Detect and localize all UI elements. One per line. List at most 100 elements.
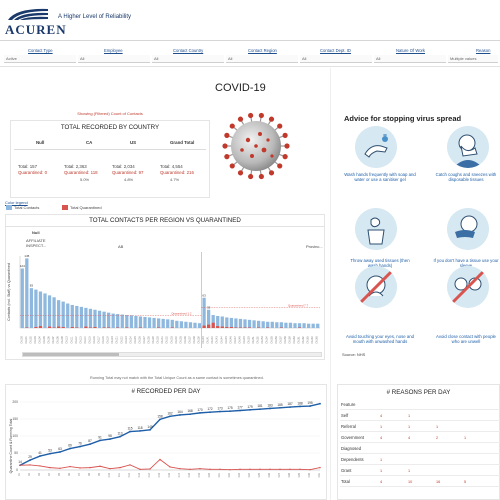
x-tick-label: CA159 <box>288 336 291 344</box>
x-tick-label: CA164 <box>311 336 314 344</box>
bar-total-contacts <box>107 312 111 328</box>
bar-total-contacts <box>75 305 79 328</box>
pct-ca: 5.0% <box>80 177 90 182</box>
reason-value: 4 <box>380 436 383 440</box>
filter-dropdown[interactable] <box>152 55 224 63</box>
bar-total-contacts <box>138 316 143 328</box>
x-tick-label: CA133 <box>170 336 173 344</box>
running-total-point <box>129 430 131 433</box>
bar-total-contacts <box>111 313 115 328</box>
x-tick-label: D30 <box>308 472 311 477</box>
advice-source: Source: NHS <box>342 352 366 357</box>
filter-reason[interactable]: Reason Multiple values <box>448 48 498 64</box>
virus-spike-tip <box>277 163 283 169</box>
color-legend-title[interactable]: Color legend <box>5 200 28 205</box>
legend-total-contacts[interactable]: Total Contacts <box>6 205 39 211</box>
x-tick-label: CA146 <box>229 336 232 344</box>
brand-tagline: A Higher Level of Reliability <box>58 14 132 20</box>
x-tick-label: CA120 <box>111 336 114 344</box>
contacts-chart-divider <box>5 226 325 227</box>
filter-dropdown[interactable] <box>300 55 372 63</box>
x-tick-label: CA132 <box>166 336 169 344</box>
x-tick-label: CA152 <box>257 336 260 344</box>
quarantine-count-point <box>99 465 101 467</box>
line-data-label: 29 <box>28 455 32 459</box>
quarantine-count-point <box>299 468 301 471</box>
x-tick-label: D25 <box>258 472 261 477</box>
quarantine-count-point <box>219 468 221 471</box>
running-total-point <box>59 451 61 453</box>
contacts-bar-chart: Contacts (incl. Staff) vs Quarantined CA1… <box>7 252 320 348</box>
chart-scrollbar[interactable] <box>22 352 322 357</box>
x-tick-label: CA103 <box>34 336 37 344</box>
x-tick-label: D9 <box>98 472 101 476</box>
running-total-point <box>209 411 211 414</box>
x-tick-label: CA165 <box>316 336 319 344</box>
filter-nature-of-work[interactable]: Nature Of Work All <box>374 48 446 64</box>
quarantine-count-point <box>249 468 251 471</box>
x-tick-label: CA116 <box>93 336 96 344</box>
total-ca: Total: 2,363 <box>64 164 87 169</box>
x-tick-label: CA154 <box>266 336 269 344</box>
x-tick-label: D19 <box>198 472 201 477</box>
x-tick-label: CA108 <box>57 336 60 344</box>
reason-value: 1 <box>380 469 383 473</box>
quarantine-count-point <box>29 464 31 466</box>
line-data-label: 63 <box>58 447 62 451</box>
running-total-point <box>79 445 81 448</box>
filter-dropdown[interactable] <box>78 55 150 63</box>
filter-contact-dept[interactable]: Contact Dept. ID All <box>300 48 372 64</box>
x-tick-label: CA124 <box>129 336 132 344</box>
group-label-ab: AB <box>118 244 124 249</box>
x-tick-label: D11 <box>118 472 121 477</box>
x-tick-label: CA101 <box>25 336 28 344</box>
virus-spike-tip <box>237 170 244 176</box>
running-total-point <box>269 407 271 410</box>
bar-total-quarantined <box>225 327 229 328</box>
x-tick-label: CA162 <box>302 336 305 344</box>
x-tick-label: CA113 <box>79 336 82 344</box>
advice-title: Advice for stopping virus spread <box>344 114 462 123</box>
bar-total-contacts <box>97 310 102 328</box>
bar-total-contacts <box>297 323 302 328</box>
total-null: Total: 157 <box>18 164 38 169</box>
line-data-label: 173 <box>217 407 223 411</box>
line-data-label: 172 <box>207 407 213 411</box>
filter-dropdown[interactable] <box>226 55 298 63</box>
page-title: COVID-19 <box>215 82 266 94</box>
filter-contact-region[interactable]: Contact Region All <box>226 48 298 64</box>
running-total-point <box>169 415 171 418</box>
bar-total-contacts <box>143 316 147 328</box>
no-face-touch-icon <box>355 266 397 308</box>
quarantine-count-point <box>319 466 321 469</box>
bar-total-contacts <box>243 319 247 328</box>
x-tick-label: CA135 <box>179 336 182 344</box>
y-tick-label: 0 <box>16 468 18 472</box>
reason-value: 4 <box>380 480 383 484</box>
hand-washing-icon <box>355 126 397 168</box>
filter-employee[interactable]: Employee All <box>78 48 150 64</box>
filter-dropdown[interactable] <box>448 55 498 63</box>
bar-total-contacts <box>125 315 129 328</box>
filter-contact-type[interactable]: Contact Type Active <box>4 48 76 64</box>
filter-dropdown[interactable] <box>374 55 446 63</box>
coronavirus-icon <box>222 112 290 180</box>
x-tick-label: D2 <box>28 472 31 476</box>
showing-note: Showing (Filtered) Count of Contacts <box>77 111 143 116</box>
scrollbar-thumb[interactable] <box>23 353 119 356</box>
filter-label: Reason <box>476 48 491 53</box>
filter-contact-country[interactable]: Contact Country All <box>152 48 224 64</box>
virus-spike-tip <box>229 163 235 169</box>
contacts-chart-panel <box>5 214 325 360</box>
filter-dropdown[interactable] <box>4 55 76 63</box>
running-total-point <box>109 438 111 440</box>
bar-total-contacts <box>311 323 315 328</box>
x-tick-label: CA158 <box>284 336 287 344</box>
line-data-label: 181 <box>257 404 263 408</box>
virus-spike-tip <box>248 112 254 119</box>
virus-spike-tip <box>268 116 275 122</box>
y-axis-label: Contacts (incl. Staff) vs Quarantined <box>7 263 11 321</box>
bar-data-label: 124 <box>20 264 25 268</box>
pct-grand: 4.7% <box>170 177 180 182</box>
legend-total-quarantined[interactable]: Total Quarantined <box>62 205 102 211</box>
